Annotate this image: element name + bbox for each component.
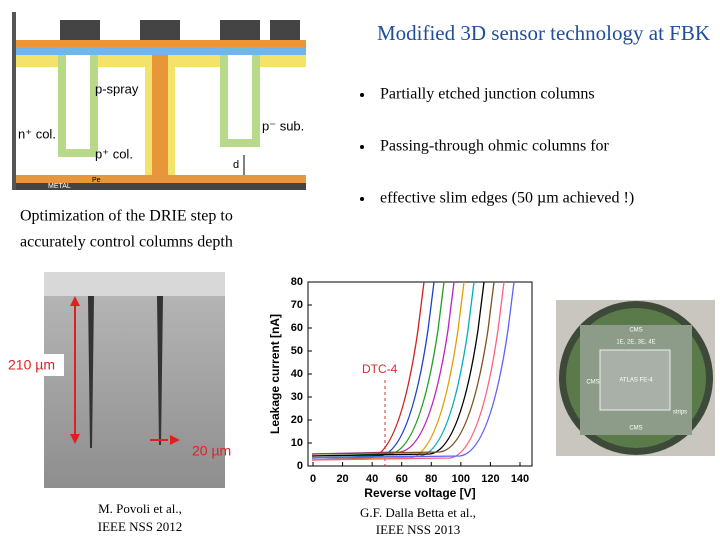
oxide-layer [16, 47, 306, 55]
iv-curve [311, 281, 455, 455]
label: p⁻ sub. [262, 118, 304, 133]
x-tick-label: 60 [396, 473, 408, 485]
bullet-text: Partially etched junction columns [380, 86, 595, 103]
wafer-photo: CMS 1E, 2E, 3E, 4E ATLAS FE-4 CMS CMS strips [556, 300, 715, 456]
x-tick-label: 20 [336, 473, 348, 485]
x-tick-label: 0 [310, 473, 316, 485]
x-tick-label: 100 [452, 473, 470, 485]
p-column-core [152, 55, 168, 180]
caption: Optimization of the DRIE step to [20, 208, 233, 225]
top-layer [16, 40, 306, 47]
caption: accurately control columns depth [20, 234, 233, 251]
y-tick-label: 80 [291, 276, 303, 288]
reference: IEEE NSS 2013 [376, 522, 461, 537]
y-tick-label: 60 [291, 322, 303, 334]
reference: IEEE NSS 2012 [98, 519, 183, 534]
y-tick-label: 30 [291, 391, 303, 403]
y-tick-label: 40 [291, 368, 303, 380]
x-tick-label: 140 [511, 473, 529, 485]
bullet-list: Partially etched junction columns Passing… [360, 86, 634, 207]
x-tick-label: 120 [481, 473, 499, 485]
y-tick-label: 10 [291, 437, 303, 449]
iv-curve [311, 281, 475, 459]
bullet-dot [360, 93, 364, 97]
iv-curve [311, 281, 495, 455]
n-column-2-core [228, 55, 252, 139]
y-tick-label: 0 [297, 460, 303, 472]
label: p⁺ col. [95, 146, 133, 161]
y-axis-label: Leakage current [nA] [268, 314, 282, 434]
reference: G.F. Dalla Betta et al., [360, 505, 476, 520]
wafer-label: CMS [586, 380, 599, 386]
diagram-edge [12, 12, 16, 190]
wafer-label: 1E, 2E, 3E, 4E [616, 340, 655, 346]
label: p-spray [95, 81, 139, 96]
slide-title: Modified 3D sensor technology at FBK [377, 21, 710, 45]
sem-image: 210 µm 20 µm [4, 272, 231, 488]
wafer-label: strips [673, 410, 687, 416]
label: d [233, 159, 239, 171]
wafer-label: CMS [629, 426, 642, 432]
reference: M. Povoli et al., [98, 501, 182, 516]
bullet-dot [360, 145, 364, 149]
bullet-text: effective slim edges (50 µm achieved !) [380, 190, 634, 207]
label: n⁺ col. [18, 126, 56, 141]
n-column-core [66, 55, 90, 149]
x-tick-label: 40 [366, 473, 378, 485]
bullet-text: Passing-through ohmic columns for [380, 138, 610, 155]
x-tick-label: 80 [425, 473, 437, 485]
label: Pe [92, 177, 101, 184]
wafer-label: CMS [629, 328, 642, 334]
wafer-label: ATLAS FE-4 [619, 378, 653, 384]
iv-curve [311, 281, 485, 457]
y-tick-label: 70 [291, 299, 303, 311]
bottom-metal [16, 183, 306, 190]
label: METAL [48, 183, 71, 190]
iv-curve [311, 281, 505, 461]
width-label: 20 µm [192, 443, 231, 459]
depth-label: 210 µm [8, 357, 55, 373]
x-axis-label: Reverse voltage [V] [364, 486, 475, 500]
cross-section: p-spray n⁺ col. p⁺ col. p⁻ sub. d METAL … [12, 12, 306, 190]
annotation: DTC-4 [362, 362, 398, 376]
bullet-dot [360, 197, 364, 201]
bottom-layer [16, 175, 306, 183]
metal-bumps [60, 20, 300, 40]
iv-plot: Leakage current [nA] Reverse voltage [V]… [268, 276, 533, 500]
y-tick-label: 50 [291, 345, 303, 357]
iv-curve [311, 281, 515, 459]
y-tick-label: 20 [291, 414, 303, 426]
